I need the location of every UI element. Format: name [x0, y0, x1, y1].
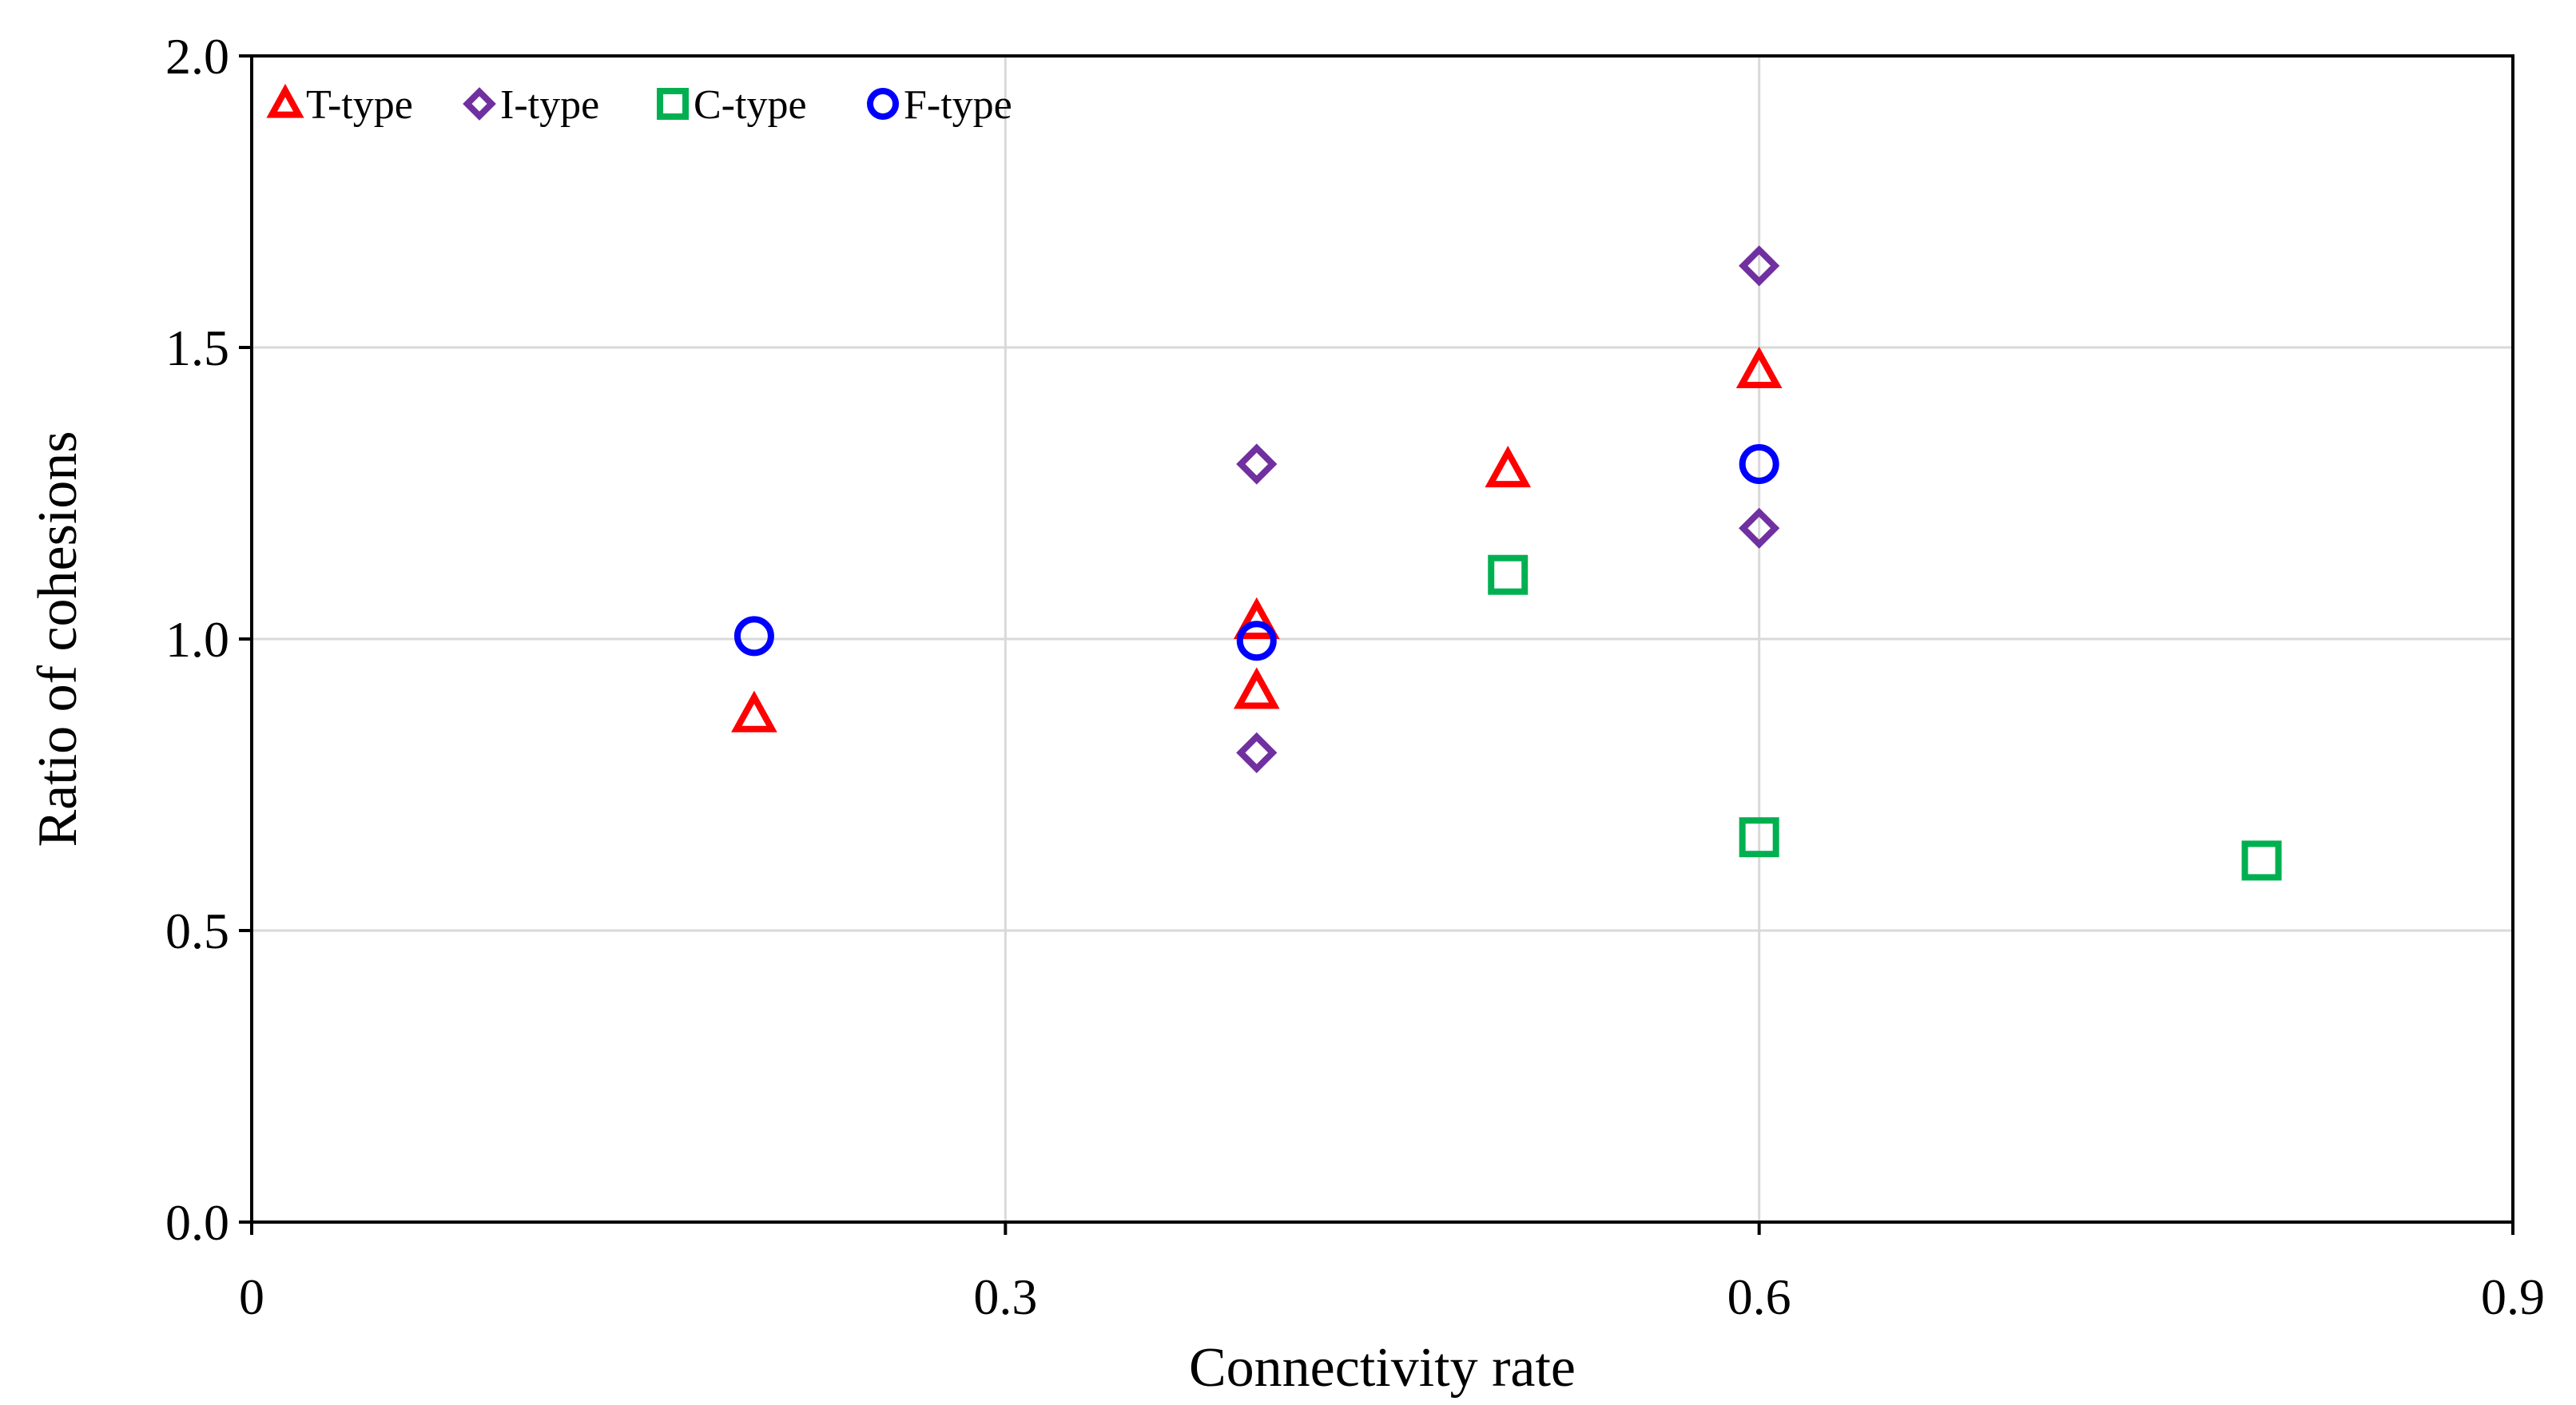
- i-type-series: [1236, 245, 1780, 773]
- legend: T-type I-type C-type F-type: [266, 82, 1012, 128]
- legend-label: F-type: [904, 82, 1012, 128]
- i-type-point: [1236, 732, 1278, 773]
- y-tick-label: 2.0: [165, 28, 229, 85]
- f-type-series: [733, 444, 1779, 661]
- diamond-icon: [463, 87, 496, 121]
- legend-item-i-type: I-type: [463, 82, 599, 128]
- t-type-point: [1485, 445, 1532, 488]
- y-tick-label: 1.5: [165, 319, 229, 376]
- t-type-point: [1233, 667, 1280, 709]
- y-tick-label: 0.5: [165, 903, 229, 959]
- t-type-series: [731, 346, 1783, 732]
- i-type-point: [1739, 245, 1780, 287]
- t-type-point: [731, 690, 777, 732]
- x-tick-label: 0.9: [2481, 1268, 2545, 1325]
- legend-item-t-type: T-type: [266, 82, 413, 128]
- legend-label: C-type: [694, 82, 807, 128]
- triangle-icon: [266, 83, 304, 118]
- t-type-point: [1233, 597, 1280, 639]
- f-type-point: [1739, 444, 1779, 484]
- x-tick-label: 0.3: [973, 1268, 1037, 1325]
- circle-icon: [867, 88, 899, 120]
- i-type-point: [1236, 443, 1278, 485]
- f-type-point: [733, 616, 774, 657]
- y-tick-label: 0.0: [165, 1194, 229, 1251]
- legend-item-f-type: F-type: [867, 82, 1012, 128]
- f-type-point: [1236, 621, 1277, 661]
- legend-label: I-type: [500, 82, 599, 128]
- data-points: [731, 245, 2282, 881]
- x-tick-label: 0: [239, 1268, 264, 1325]
- square-icon: [657, 88, 689, 120]
- axis-ticks: 0.0 0.5 1.0 1.5 2.0 0 0.3 0.6 0.9: [165, 28, 2545, 1325]
- grid: [252, 54, 2513, 1222]
- c-type-point: [1739, 817, 1779, 858]
- legend-label: T-type: [306, 82, 413, 128]
- c-type-series: [1488, 554, 2282, 881]
- x-axis-title: Connectivity rate: [1189, 1337, 1576, 1399]
- x-tick-label: 0.6: [1727, 1268, 1791, 1325]
- legend-item-c-type: C-type: [657, 82, 807, 128]
- y-tick-label: 1.0: [165, 611, 229, 668]
- c-type-point: [2241, 840, 2282, 881]
- y-axis-title: Ratio of cohesions: [27, 431, 89, 847]
- i-type-point: [1739, 507, 1780, 549]
- c-type-point: [1488, 554, 1529, 595]
- t-type-point: [1735, 346, 1783, 389]
